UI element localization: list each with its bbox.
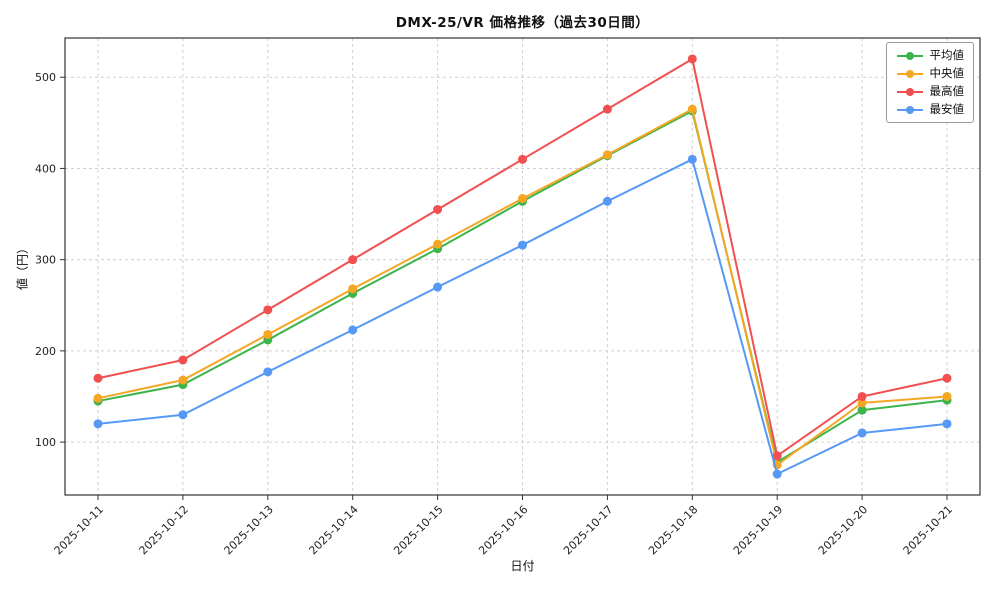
- data-point: [348, 325, 358, 335]
- data-point: [93, 393, 103, 403]
- legend-label: 平均値: [929, 48, 965, 62]
- legend-marker-icon: [896, 51, 923, 60]
- legend-item: 最高値: [896, 84, 965, 99]
- data-point: [263, 329, 273, 339]
- data-point: [857, 428, 867, 438]
- x-tick-label: 2025-10-19: [731, 503, 785, 557]
- legend-label: 最高値: [929, 84, 965, 98]
- y-tick-label: 400: [35, 162, 56, 175]
- data-point: [178, 355, 188, 365]
- data-point: [178, 375, 188, 385]
- y-tick-label: 300: [35, 254, 56, 267]
- chart-title: DMX-25/VR 価格推移（過去30日間）: [395, 15, 650, 31]
- data-point: [518, 194, 527, 204]
- data-point: [602, 104, 612, 114]
- data-point: [687, 54, 697, 64]
- data-point: [942, 391, 952, 401]
- data-point: [602, 196, 612, 206]
- data-point: [602, 150, 612, 160]
- y-tick-label: 200: [35, 345, 56, 358]
- data-point: [857, 398, 867, 408]
- data-point: [433, 204, 443, 214]
- y-axis-label: 値（円）: [15, 241, 30, 291]
- x-tick-label: 2025-10-12: [137, 503, 191, 557]
- x-tick-label: 2025-10-17: [561, 503, 615, 557]
- data-point: [687, 154, 697, 164]
- data-point: [942, 419, 952, 429]
- data-point: [348, 284, 358, 294]
- data-point: [772, 451, 782, 461]
- data-point: [263, 367, 273, 377]
- data-point: [857, 405, 867, 415]
- data-point: [433, 239, 443, 249]
- x-tick-label: 2025-10-14: [306, 503, 360, 557]
- legend-item: 中央値: [896, 66, 965, 81]
- x-tick-label: 2025-10-20: [816, 503, 870, 557]
- legend-label: 中央値: [929, 66, 965, 80]
- data-point: [772, 469, 782, 479]
- legend-label: 最安値: [929, 102, 965, 116]
- data-point: [518, 240, 527, 250]
- data-point: [263, 305, 273, 315]
- legend: 平均値中央値最高値最安値: [885, 42, 974, 123]
- legend-item: 最安値: [896, 102, 965, 117]
- x-axis-label: 日付: [510, 559, 535, 573]
- y-tick-label: 500: [35, 71, 56, 84]
- x-tick-label: 2025-10-16: [476, 503, 530, 557]
- data-point: [433, 282, 443, 292]
- data-point: [348, 255, 358, 265]
- data-point: [942, 373, 952, 383]
- legend-item: 平均値: [896, 48, 965, 63]
- legend-marker-icon: [896, 87, 923, 96]
- data-point: [687, 104, 697, 114]
- x-tick-label: 2025-10-13: [222, 503, 276, 557]
- x-tick-label: 2025-10-11: [52, 503, 106, 557]
- data-point: [857, 391, 867, 401]
- y-tick-label: 100: [35, 436, 56, 449]
- legend-marker-icon: [896, 69, 923, 78]
- data-point: [93, 419, 103, 429]
- x-tick-label: 2025-10-21: [901, 503, 955, 557]
- x-tick-label: 2025-10-15: [391, 503, 445, 557]
- x-tick-label: 2025-10-18: [646, 503, 700, 557]
- data-point: [518, 154, 527, 164]
- data-point: [93, 373, 103, 383]
- data-point: [178, 410, 188, 420]
- legend-marker-icon: [896, 105, 923, 114]
